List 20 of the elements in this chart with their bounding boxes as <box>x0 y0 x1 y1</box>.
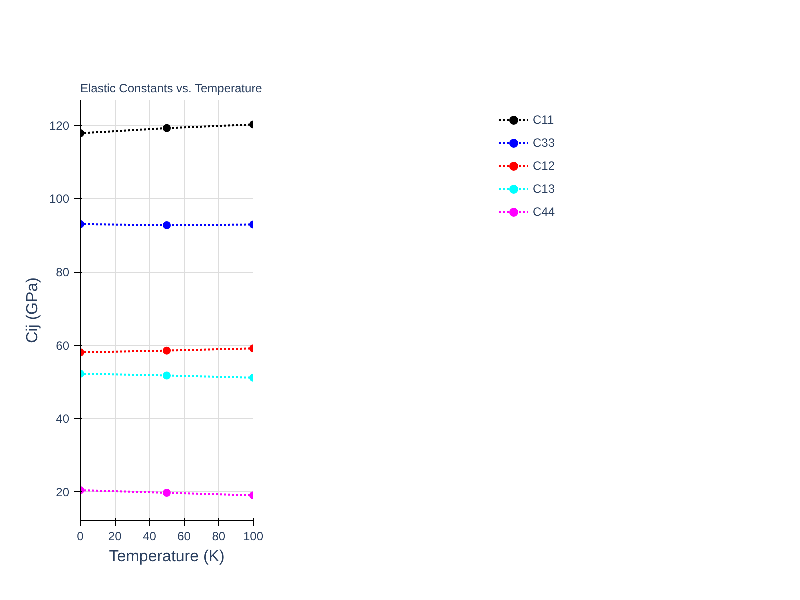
x-tick-label: 100 <box>243 530 264 544</box>
y-tick-label: 60 <box>56 338 70 353</box>
y-tick-label: 20 <box>56 485 70 500</box>
x-tick-label: 0 <box>77 530 84 544</box>
legend-label: C44 <box>532 205 556 219</box>
legend-label: C33 <box>532 136 556 150</box>
legend-label: C13 <box>532 182 556 196</box>
x-tick-label: 40 <box>143 530 157 544</box>
chart-title: Elastic Constants vs. Temperature <box>80 82 263 96</box>
y-tick-label: 120 <box>49 118 70 133</box>
x-axis-title: Temperature (K) <box>109 548 225 566</box>
y-tick-label: 80 <box>56 266 70 280</box>
x-tick-label: 60 <box>178 530 192 544</box>
x-tick-label: 20 <box>108 530 122 544</box>
y-tick-label: 40 <box>56 412 70 426</box>
y-tick-label: 100 <box>49 192 70 206</box>
x-tick-label: 80 <box>212 530 226 544</box>
legend-label: C12 <box>532 159 556 173</box>
y-axis-title: Cij (GPa) <box>24 278 42 344</box>
legend-label: C11 <box>532 113 554 127</box>
